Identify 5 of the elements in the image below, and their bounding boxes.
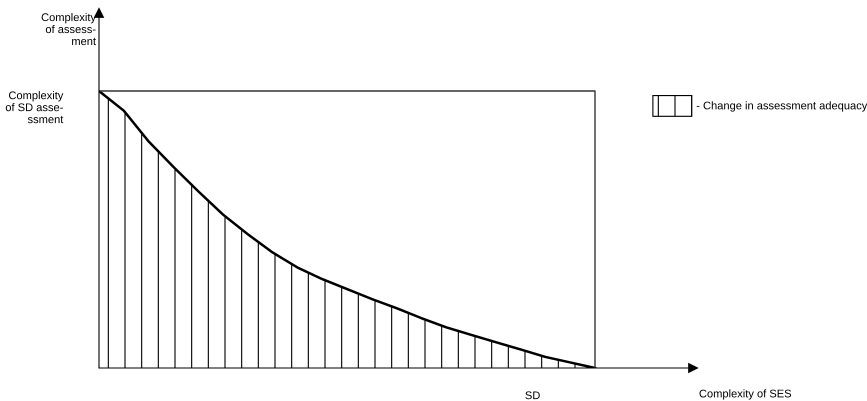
text: SD [525,391,540,400]
text: Complexity of SES [700,389,792,400]
y-axis-title: Complexity of assess- ment [42,13,96,46]
text: Complexity of SD asse- ssment [6,91,64,124]
text: - Change in assessment adequacy [696,101,867,112]
